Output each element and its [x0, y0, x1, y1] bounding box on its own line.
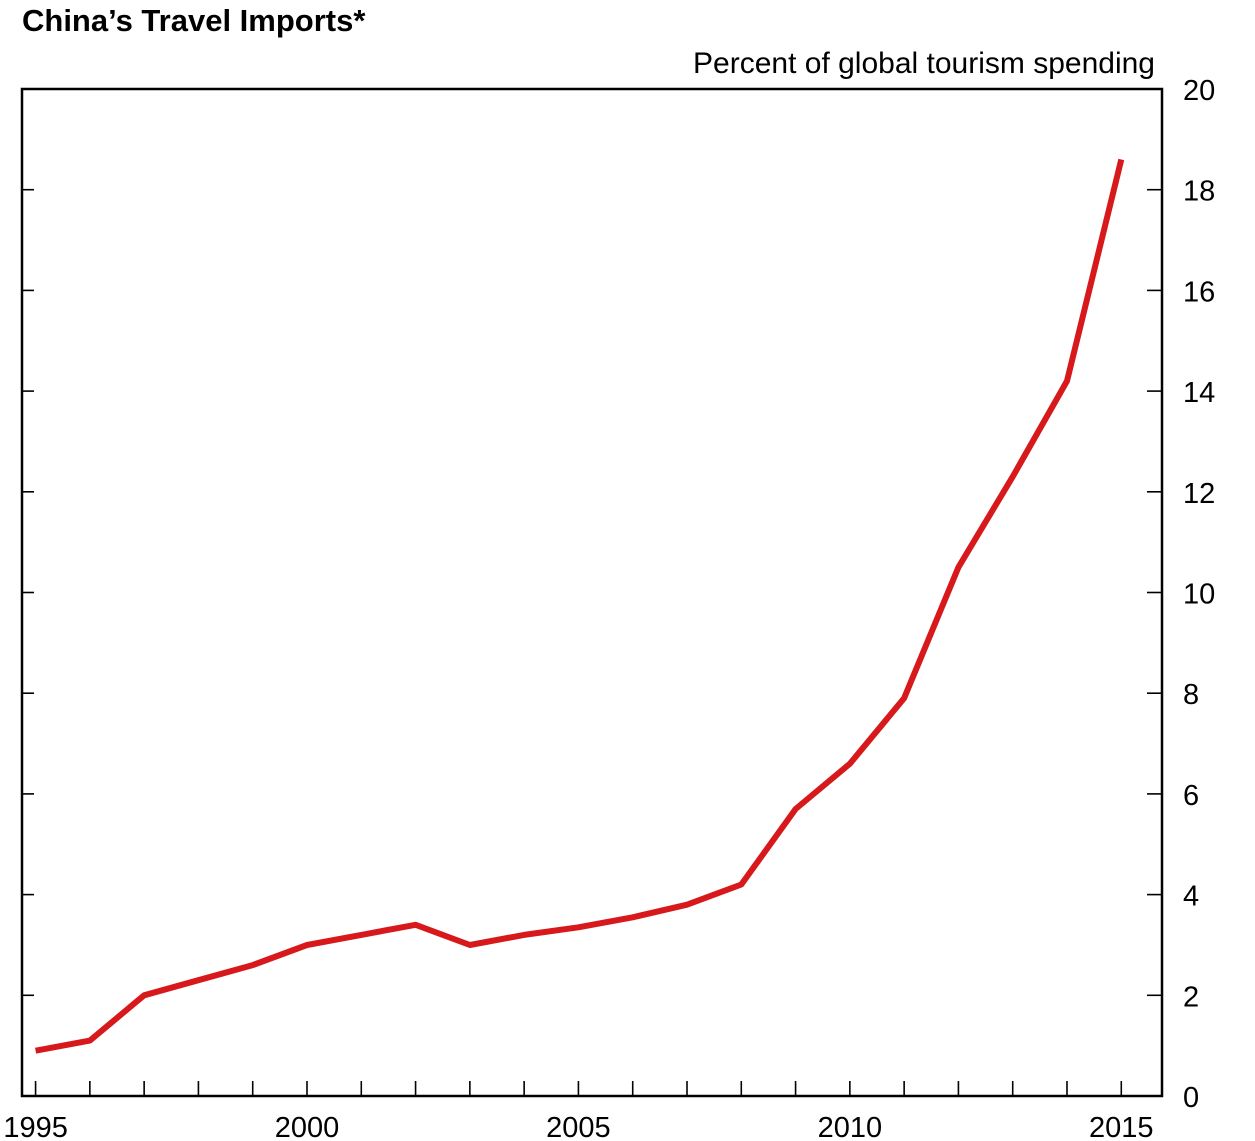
x-tick-label: 2005 — [546, 1112, 611, 1141]
x-axis-labels: 1995 2000 2005 2010 2015 — [3, 1112, 1153, 1141]
y-tick-label: 8 — [1183, 679, 1199, 711]
y-axis-unit-label: Percent of global tourism spending — [693, 47, 1155, 80]
y-tick-label: 16 — [1183, 276, 1215, 308]
y-tick-label: 6 — [1183, 780, 1199, 812]
y-tick-label: 12 — [1183, 478, 1215, 510]
y-tick-label: 10 — [1183, 579, 1215, 611]
y-tick-label: 20 — [1183, 75, 1215, 107]
data-line — [35, 158, 1125, 1054]
x-tick-label: 2010 — [818, 1112, 883, 1141]
y-tick-label: 14 — [1183, 377, 1215, 409]
y-tick-label: 18 — [1183, 176, 1215, 208]
series-layer — [35, 158, 1125, 1054]
y-axis-labels: 0 2 4 6 8 10 12 14 16 18 20 — [1183, 75, 1215, 1114]
y-axis-ticks — [22, 88, 1162, 1097]
y-tick-label: 4 — [1183, 881, 1199, 913]
x-tick-label: 1995 — [3, 1112, 68, 1141]
plot-frame — [20, 87, 1164, 1098]
chart-title: China’s Travel Imports* — [22, 3, 366, 38]
x-tick-label: 2000 — [275, 1112, 340, 1141]
y-tick-label: 2 — [1183, 981, 1199, 1013]
x-tick-label: 2015 — [1089, 1112, 1154, 1141]
x-axis-ticks — [34, 1081, 1123, 1096]
y-tick-label: 0 — [1183, 1082, 1199, 1114]
